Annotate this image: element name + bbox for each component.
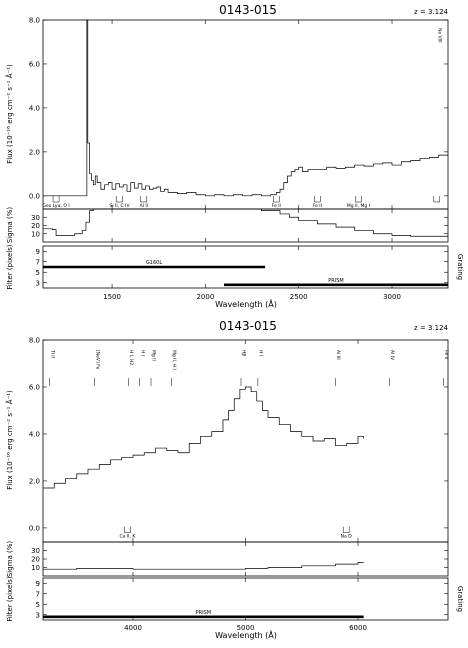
filter-bar-label: G160L [146, 260, 162, 266]
line-id-mark [124, 526, 131, 533]
line-id-label: [NeV] Fe [94, 350, 100, 369]
y-tick-label: 2.0 [29, 477, 40, 485]
y-tick-label: 7 [36, 258, 40, 266]
line-id-label: Mg II [151, 350, 157, 361]
line-id-label: Al III [335, 350, 341, 360]
y-tick-label: 9 [36, 580, 40, 588]
line-id-label: Fe II [443, 350, 449, 359]
x-tick-label: 6000 [349, 624, 367, 632]
line-id-label: H I, H2 [128, 350, 134, 365]
flux-panel-frame [42, 339, 449, 543]
y-tick-label: 5 [36, 601, 40, 609]
redshift-label: z = 3.124 [414, 324, 449, 332]
line-id-label: Mg II, H I [171, 350, 177, 370]
line-id-label: Fe II [272, 203, 281, 209]
y-tick-label: 10 [31, 564, 40, 572]
line-id-mark [342, 526, 350, 533]
y-tick-label: 3 [36, 279, 40, 287]
line-id-label: Na D [341, 534, 353, 540]
x-tick-label: 2500 [290, 293, 308, 301]
x-axis-label: Wavelength (Å) [215, 298, 277, 309]
line-id-mark [355, 196, 362, 203]
line-id-label: Mg II, Mg I [347, 203, 370, 209]
y-tick-label: 5 [36, 269, 40, 277]
y-tick-label: 20 [31, 556, 40, 564]
line-id-label: Si II, C IV [110, 203, 131, 209]
y-tick-label: 0.0 [29, 192, 40, 200]
y-tick-label: 6.0 [29, 60, 40, 68]
x-tick-label: 2000 [196, 293, 214, 301]
y-tick-label: 2.0 [29, 148, 40, 156]
line-id-label: H I [139, 350, 145, 356]
y-tick-label: 0.0 [29, 524, 40, 532]
filter-axis-label: Filter (pixels) [6, 576, 14, 622]
flux-axis-label: Flux (10⁻¹⁶ erg cm⁻² s⁻¹ Å⁻¹) [5, 64, 14, 164]
line-id-mark [433, 196, 441, 203]
redshift-label: z = 3.124 [414, 8, 449, 16]
x-tick-label: 1500 [103, 293, 121, 301]
y-tick-label: 6.0 [29, 383, 40, 391]
filter-axis-label: Filter (pixels) [6, 244, 14, 290]
y-tick-label: 7 [36, 590, 40, 598]
line-id-label: Hβ [241, 350, 247, 356]
y-tick-label: 3 [36, 611, 40, 619]
spectrum-plot-optical: 0143-015 z = 3.124 Flux (10⁻¹⁶ erg cm⁻² … [5, 319, 464, 640]
line-id-label: Ti II [49, 349, 55, 358]
flux-axis-label: Flux (10⁻¹⁶ erg cm⁻² s⁻¹ Å⁻¹) [5, 390, 14, 490]
x-tick-label: 5000 [237, 624, 255, 632]
plot-title: 0143-015 [219, 3, 277, 17]
line-id-mark [140, 196, 148, 203]
plot-title: 0143-015 [219, 319, 277, 333]
x-axis-label: Wavelength (Å) [215, 629, 277, 640]
grating-axis-label: Grating [456, 586, 464, 612]
sigma-axis-label: Sigma (%) [6, 541, 14, 578]
grating-bar-label: PRISM [328, 278, 343, 284]
line-id-mark [52, 196, 60, 203]
sigma-panel-frame [42, 541, 449, 577]
grating-axis-label: Grating [456, 254, 464, 280]
y-tick-label: 20 [31, 222, 40, 230]
spectrum-plot-uv: 0143-015 z = 3.124 Flux (10⁻¹⁶ erg cm⁻² … [5, 3, 464, 309]
y-tick-label: 8.0 [29, 337, 40, 345]
line-id-mark [314, 196, 321, 203]
flux-series-line [43, 386, 364, 489]
sigma-series-line [43, 562, 364, 570]
line-id-label: H I [257, 350, 263, 356]
flux-series-line [43, 19, 449, 197]
line-id-label: Fe II [313, 203, 322, 209]
line-id-label: Ne VIII [436, 28, 442, 43]
y-tick-label: 30 [31, 214, 40, 222]
y-tick-label: 8.0 [29, 17, 40, 25]
y-tick-label: 9 [36, 248, 40, 256]
y-tick-label: 4.0 [29, 104, 40, 112]
y-tick-label: 10 [31, 230, 40, 238]
line-id-mark [273, 196, 280, 203]
x-tick-label: 3000 [383, 293, 401, 301]
line-id-mark [116, 196, 123, 203]
y-tick-label: 4.0 [29, 430, 40, 438]
line-id-label: Ca II, K [119, 534, 136, 540]
grating-bar-label: PRISM [196, 610, 211, 616]
x-tick-label: 4000 [124, 624, 142, 632]
line-id-label: Al IV [389, 350, 395, 361]
line-id-label: Geo Lyα, O I [42, 203, 69, 209]
line-id-label: Al II [140, 203, 148, 209]
flux-panel-frame [42, 19, 449, 210]
filter-panel-frame [42, 577, 449, 621]
y-tick-label: 30 [31, 547, 40, 555]
sigma-panel-frame [42, 208, 449, 243]
sigma-series-line [43, 208, 448, 237]
sigma-axis-label: Sigma (%) [6, 207, 14, 244]
